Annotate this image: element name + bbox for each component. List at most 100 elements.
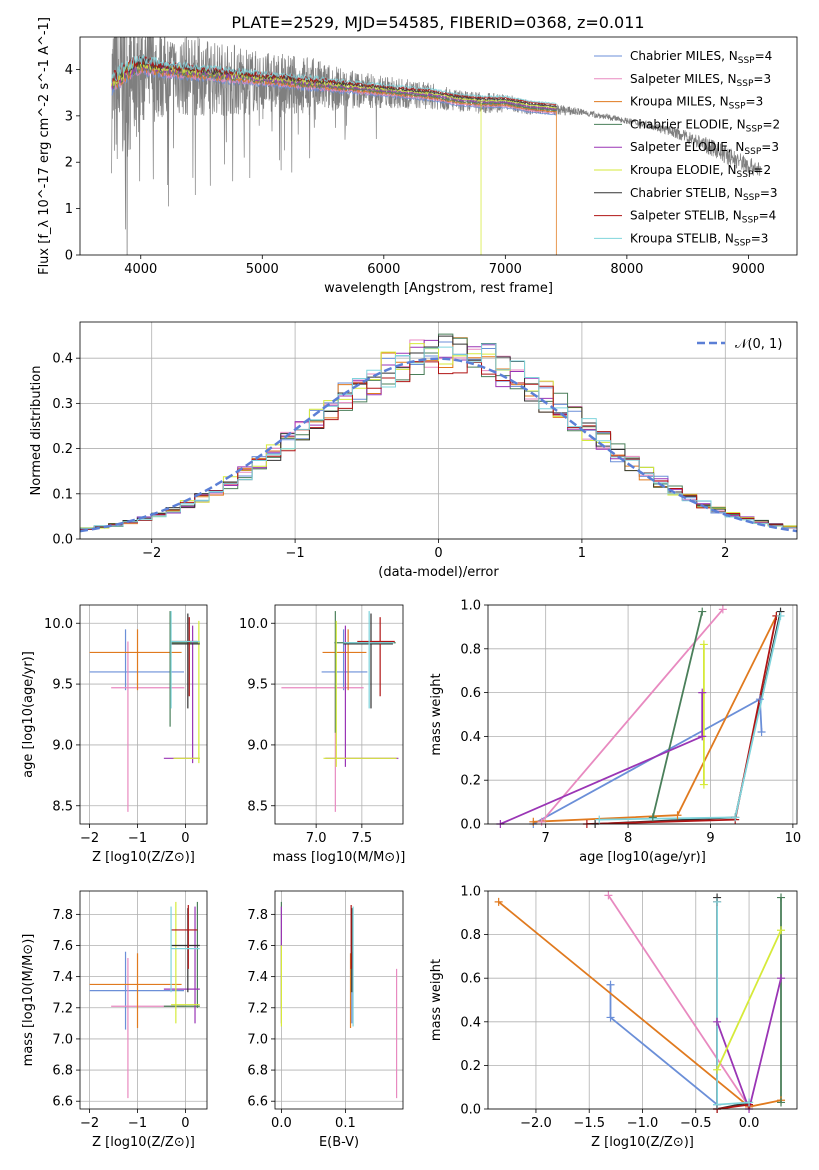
axes-frame	[79, 890, 208, 1110]
x-tick-label: 7	[542, 831, 550, 846]
plot-area	[498, 894, 782, 1109]
y-axis-label: age [log10(age/yr)]	[21, 651, 36, 778]
plot-area	[89, 611, 200, 812]
plot-panels: 4000 5000 6000 7000 8000 900001234wavelength …	[21, 17, 802, 1150]
legend-label: Chabrier MILES, NSSP=4	[630, 49, 772, 66]
legend-subscript: SSP	[742, 216, 759, 226]
x-tick-label: −2.0	[520, 1116, 552, 1131]
y-tick-label: 0.0	[460, 818, 481, 833]
x-tick-label: −0.5	[680, 1116, 712, 1131]
massweight-line	[533, 615, 778, 823]
y-axis-label: mass [log10(M/M⊙)]	[21, 934, 36, 1067]
y-tick-label: 9.5	[247, 678, 268, 693]
y-tick-label: 7.6	[247, 939, 268, 954]
x-tick-label: −1	[128, 1116, 147, 1131]
x-axis-label: Z [log10(Z/Z⊙)]	[92, 1135, 195, 1150]
legend-label: Salpeter MILES, NSSP=3	[630, 72, 771, 89]
legend-tail: =4	[755, 49, 773, 63]
y-tick-label: 7.4	[247, 970, 268, 985]
x-tick-label: 2	[721, 546, 729, 561]
massweight-point	[698, 732, 707, 741]
y-tick-label: 2	[65, 156, 73, 171]
legend-label: Kroupa MILES, NSSP=3	[630, 95, 763, 112]
x-axis-label: age [log10(age/yr)]	[579, 850, 706, 865]
massweight-point	[757, 728, 766, 737]
spectrum-legend: Chabrier MILES, NSSP=4 Salpeter MILES, NS…	[594, 49, 780, 248]
legend-tail: =3	[751, 231, 769, 245]
plot-area	[500, 608, 782, 824]
y-tick-label: 0.2	[52, 442, 73, 457]
massweight-point	[777, 1098, 786, 1107]
legend-tail: =2	[753, 163, 771, 177]
y-tick-label: 0.8	[460, 642, 481, 657]
y-axis-label: Flux [f_λ 10^-17 erg cm^-2 s^-1 A^-1]	[37, 17, 52, 275]
massweight-point	[673, 811, 682, 820]
massweight-point	[718, 605, 727, 614]
y-tick-label: 7.2	[247, 1001, 268, 1016]
massweight-point	[699, 640, 708, 649]
x-axis-label: E(B-V)	[319, 1135, 359, 1150]
plot-area	[89, 901, 200, 1099]
massweight-point	[713, 1065, 722, 1074]
y-tick-label: 0.8	[460, 928, 481, 943]
legend-tail: =4	[759, 209, 777, 223]
massweight-line	[716, 901, 750, 1106]
massweight-point	[713, 897, 722, 906]
x-tick-label: −1.0	[627, 1116, 659, 1131]
panel-age-vs-Z: −2 −1 0 8.5 9.0 9.5 10.0 Z [log10(Z/Z⊙)] age [lo…	[21, 604, 208, 865]
legend-label: Chabrier ELODIE, NSSP=2	[630, 117, 780, 134]
y-tick-label: 0.3	[52, 397, 73, 412]
legend-subscript: SSP	[744, 147, 761, 157]
model-spectrum-line	[111, 54, 557, 105]
legend-label: 𝒩(0, 1)	[735, 337, 782, 352]
plot-area	[281, 611, 399, 812]
legend-tail: =3	[746, 95, 764, 109]
massweight-line	[609, 984, 718, 1106]
massweight-line	[500, 692, 704, 824]
axes-frame	[274, 890, 404, 1110]
legend-label: Kroupa STELIB, NSSP=3	[630, 231, 768, 248]
massweight-point	[713, 1100, 722, 1109]
y-tick-label: 10.0	[44, 617, 73, 632]
y-tick-label: 9.5	[52, 678, 73, 693]
massweight-line	[716, 897, 750, 1109]
y-tick-label: 1.0	[460, 599, 481, 614]
axes-frame	[487, 890, 798, 1110]
x-tick-label: −1	[128, 831, 147, 846]
massweight-point	[604, 891, 613, 900]
y-tick-label: 0	[65, 249, 73, 264]
x-tick-label: 10	[785, 831, 802, 846]
x-tick-label: 7.5	[352, 831, 373, 846]
massweight-line	[586, 615, 778, 824]
y-tick-label: 0.0	[52, 533, 73, 548]
massweight-line	[716, 929, 782, 1071]
y-tick-label: 0.6	[460, 972, 481, 987]
legend-label: Chabrier STELIB, NSSP=3	[630, 186, 778, 203]
legend-label: Salpeter STELIB, NSSP=4	[630, 209, 776, 226]
massweight-point	[529, 817, 538, 826]
x-axis-label: mass [log10(M/M⊙)]	[273, 850, 406, 865]
massweight-line	[498, 901, 782, 1108]
legend-tail: =2	[762, 117, 780, 131]
massweight-line	[595, 611, 782, 824]
axes-frame	[79, 604, 208, 825]
legend-label: Salpeter ELODIE, NSSP=3	[630, 140, 779, 157]
y-tick-label: 7.8	[247, 908, 268, 923]
massweight-line	[651, 611, 704, 818]
massweight-point	[776, 611, 785, 620]
y-tick-label: 7.0	[247, 1032, 268, 1047]
legend-tail: =3	[760, 186, 778, 200]
plot-area	[111, 37, 761, 255]
y-tick-label: 0.4	[460, 730, 481, 745]
massweight-point	[494, 897, 503, 906]
x-tick-label: 8	[624, 831, 632, 846]
legend-subscript: SSP	[729, 102, 746, 112]
massweight-point	[777, 926, 786, 935]
massweight-point	[606, 1013, 615, 1022]
y-tick-label: 9.0	[52, 738, 73, 753]
x-tick-label: −1	[286, 546, 305, 561]
figure-title: PLATE=2529, MJD=54585, FIBERID=0368, z=0…	[231, 13, 644, 32]
massweight-point	[755, 695, 764, 704]
y-tick-label: 6.8	[247, 1064, 268, 1079]
x-tick-label: 0	[181, 1116, 189, 1131]
